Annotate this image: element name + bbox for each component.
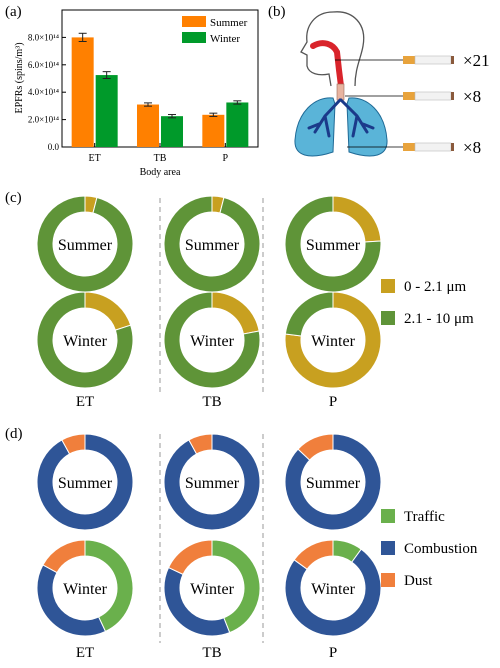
y-axis-label: EPFRs (spins/m³) xyxy=(14,42,25,113)
donut-grid-source: Summer Summer Summer Winter Winter Winter ET TB… xyxy=(36,433,478,661)
head-outline xyxy=(300,11,334,87)
donut-slice-2-1-10-m xyxy=(36,195,134,293)
legend-swatch xyxy=(381,541,395,555)
x-tick-label: ET xyxy=(89,153,101,164)
donut-slice-combustion xyxy=(284,548,382,637)
head-back xyxy=(332,11,365,87)
respiratory-figure: ×21 ×8 ×8 xyxy=(294,11,490,157)
y-tick-label: 6.0×10¹⁴ xyxy=(28,60,59,70)
donut-center-label: Winter xyxy=(311,581,355,598)
donut-center-label: Summer xyxy=(185,237,240,254)
x-tick-label: TB xyxy=(154,153,167,164)
donut-slice-2-1-10-m xyxy=(163,195,261,293)
column-label: ET xyxy=(76,394,94,410)
donut-center-label: Summer xyxy=(306,475,361,492)
donut-center-label: Winter xyxy=(190,581,234,598)
column-label: P xyxy=(329,394,337,410)
legend-swatch-summer xyxy=(182,16,206,27)
donut-center-label: Winter xyxy=(63,581,107,598)
donut-slice-0-2-1-m xyxy=(332,195,382,243)
y-tick-label: 0.0 xyxy=(48,142,60,152)
bronchi xyxy=(307,98,375,138)
donut-center-label: Summer xyxy=(58,475,113,492)
airway-upper xyxy=(310,40,344,89)
y-tick-label: 4.0×10¹⁴ xyxy=(28,87,59,97)
column-label: ET xyxy=(76,645,94,661)
donut-center-label: Summer xyxy=(58,237,113,254)
donut-slice-0-2-1-m xyxy=(211,291,260,335)
cigarette-icon-2 xyxy=(403,91,454,101)
bar-chart: 0.0 2.0×10¹⁴ 4.0×10¹⁴ 6.0×10¹⁴ 8.0×10¹⁴EPFRs… xyxy=(14,9,259,178)
donut-center-label: Winter xyxy=(311,333,355,350)
donut-grid-size: Summer Summer Summer Winter Winter Winter ET TB… xyxy=(36,195,474,410)
donut-slice-combustion xyxy=(163,433,261,531)
legend-swatch xyxy=(381,279,395,293)
legend-swatch xyxy=(381,573,395,587)
donut-center-label: Winter xyxy=(63,333,107,350)
donut-center-label: Winter xyxy=(190,333,234,350)
multiplier-et: ×21 xyxy=(463,51,490,70)
panel-label-c: (c) xyxy=(5,190,22,206)
legend-label-winter: Winter xyxy=(210,33,240,45)
panel-label-d: (d) xyxy=(5,426,23,442)
trachea xyxy=(336,83,345,101)
bar-winter-tb xyxy=(161,116,183,147)
donut-slice-dust xyxy=(167,539,213,576)
panel-label-b: (b) xyxy=(268,4,286,20)
bar-winter-p xyxy=(226,102,249,147)
donut-slice-2-1-10-m xyxy=(163,291,261,389)
multiplier-tb: ×8 xyxy=(463,87,481,106)
bar-winter-et xyxy=(95,75,118,147)
donut-slice-2-1-10-m xyxy=(36,291,134,389)
donut-slice-dust xyxy=(293,539,334,570)
x-axis-label: Body area xyxy=(140,167,181,178)
legend-label: Traffic xyxy=(404,509,445,525)
donut-slice-combustion xyxy=(36,564,107,637)
legend-swatch xyxy=(381,509,395,523)
donut-slice-2-1-10-m xyxy=(284,291,334,337)
donut-slice-combustion xyxy=(36,433,134,531)
cigarette-icon-1 xyxy=(403,55,454,65)
donut-center-label: Summer xyxy=(185,475,240,492)
legend-label: 2.1 - 10 μm xyxy=(404,311,474,327)
panel-label-a: (a) xyxy=(5,4,22,20)
multiplier-p: ×8 xyxy=(463,138,481,157)
legend-label: 0 - 2.1 μm xyxy=(404,279,467,295)
legend-label-summer: Summer xyxy=(210,17,248,29)
column-label: TB xyxy=(202,394,221,410)
x-tick-label: P xyxy=(223,153,229,164)
legend-swatch-winter xyxy=(182,32,206,43)
bar-summer-p xyxy=(202,114,225,147)
y-tick-label: 2.0×10¹⁴ xyxy=(28,115,59,125)
column-label: P xyxy=(329,645,337,661)
bar-summer-et xyxy=(71,37,94,147)
column-label: TB xyxy=(202,645,221,661)
donut-slice-dust xyxy=(297,433,334,461)
donut-slice-dust xyxy=(42,539,86,574)
donut-slice-dust xyxy=(61,433,86,455)
bar-summer-tb xyxy=(137,104,159,147)
donut-slice-combustion xyxy=(163,566,231,637)
donut-slice-0-2-1-m xyxy=(84,291,132,331)
legend-label: Combustion xyxy=(404,541,478,557)
donut-slice-0-2-1-m xyxy=(284,291,382,389)
y-tick-label: 8.0×10¹⁴ xyxy=(28,32,59,42)
cigarette-icon-3 xyxy=(403,142,454,152)
donut-center-label: Summer xyxy=(306,237,361,254)
donut-slice-dust xyxy=(188,433,213,455)
donut-slice-2-1-10-m xyxy=(284,195,382,293)
donut-slice-combustion xyxy=(284,433,382,531)
legend-swatch xyxy=(381,311,395,325)
legend-label: Dust xyxy=(404,573,433,589)
